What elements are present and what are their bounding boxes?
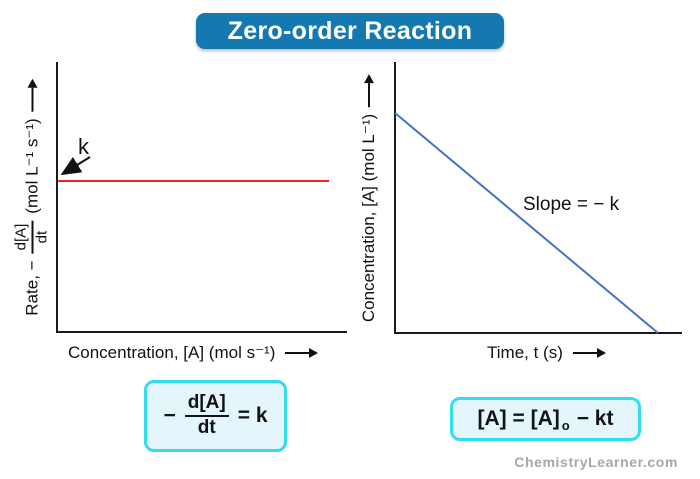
minus-sign: − [163, 404, 176, 427]
integrated-eq-part1: [A] = [A] [477, 407, 560, 430]
right-arrow-icon [572, 348, 606, 358]
up-arrow-icon [364, 73, 374, 107]
left-plot-x-axis [56, 331, 347, 333]
rate-fraction: d[A] dt [13, 220, 51, 254]
slope-annotation: Slope = − k [523, 194, 620, 215]
left-plot-x-axis-label: Concentration, [A] (mol s⁻¹) [68, 343, 319, 363]
rate-label-units: (mol L⁻¹ s⁻¹) [22, 118, 41, 214]
concentration-decay-line [394, 112, 659, 334]
left-plot-y-axis [56, 62, 58, 333]
integrated-rate-law-box: [A] = [A] o − kt [450, 397, 641, 441]
k-annotation: k [78, 134, 89, 159]
formula-fraction: d[A] dt [184, 392, 229, 439]
rate-constant-line [58, 180, 329, 182]
initial-concentration-subscript: o [561, 417, 570, 433]
rate-fraction-denominator: dt [33, 230, 50, 244]
formula-fraction-denominator: dt [197, 417, 216, 438]
differential-rate-law-box: − d[A] dt = k [144, 380, 287, 452]
left-plot-y-axis-label: Rate, − d[A] dt (mol L⁻¹ s⁻¹) [13, 78, 51, 316]
right-plot-x-axis [394, 332, 682, 334]
right-arrow-icon [285, 348, 319, 358]
formula-fraction-numerator: d[A] [184, 392, 229, 417]
concentration-axis-text: Concentration, [A] (mol s⁻¹) [68, 343, 276, 362]
site-watermark: ChemistryLearner.com [514, 454, 678, 470]
rate-fraction-numerator: d[A] [13, 220, 33, 254]
right-plot-y-axis-label: Concentration, [A] (mol L⁻¹) [359, 73, 379, 323]
time-axis-text: Time, t (s) [487, 343, 563, 362]
right-plot-x-axis-label: Time, t (s) [487, 343, 606, 363]
k-arrow-icon [60, 156, 91, 176]
rate-label-prefix: Rate, − [22, 260, 41, 316]
right-plot-y-axis [394, 62, 396, 334]
integrated-eq-part2: − kt [576, 407, 614, 430]
up-arrow-icon [27, 78, 37, 112]
concentration-label-text: Concentration, [A] (mol L⁻¹) [359, 113, 378, 323]
equals-k: = k [237, 404, 268, 427]
page-title: Zero-order Reaction [196, 13, 504, 49]
